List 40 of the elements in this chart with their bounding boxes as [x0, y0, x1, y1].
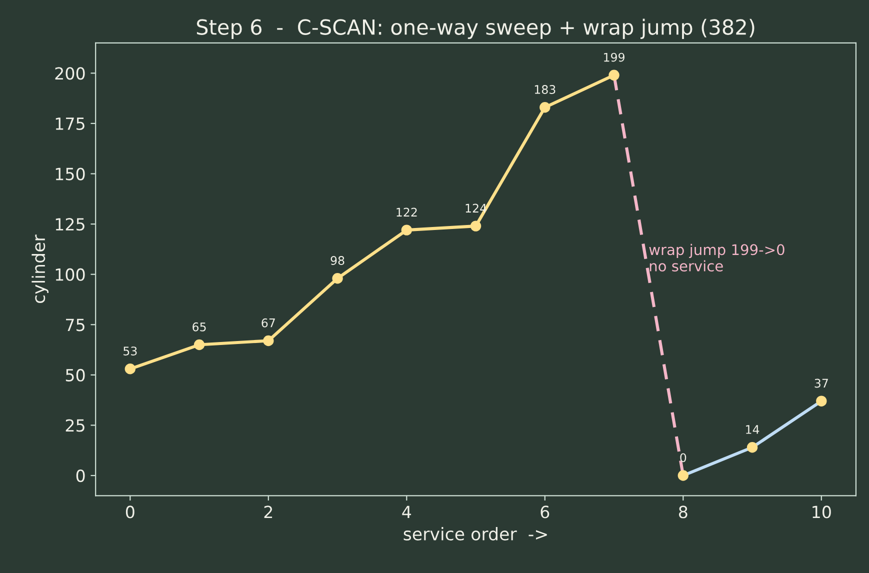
point	[746, 442, 758, 453]
x-tick-label: 10	[812, 506, 831, 518]
y-axis-title: cylinder	[32, 234, 48, 304]
y-tick-label: 0	[76, 469, 85, 482]
x-tick-label: 6	[540, 506, 550, 518]
point	[332, 273, 343, 284]
y-tick-label: 150	[56, 168, 85, 180]
point	[124, 364, 136, 374]
chart-title: Step 6 - C-SCAN: one-way sweep + wrap jump (382)	[196, 18, 754, 39]
annotation: wrap jump 199->0 no service	[649, 244, 784, 272]
point	[263, 335, 274, 346]
x-axis-title: service order ->	[404, 527, 547, 540]
y-tick-label: 75	[66, 318, 84, 332]
y-tick-label: 100	[56, 268, 85, 281]
y-tick-label: 50	[66, 368, 85, 382]
data-label: 53	[124, 346, 137, 356]
data-label: 14	[746, 425, 760, 434]
data-label: 67	[262, 318, 275, 328]
data-label: 199	[604, 52, 624, 62]
point	[678, 470, 689, 481]
y-tick-label: 175	[56, 118, 84, 130]
y-tick-label: 200	[55, 67, 85, 80]
point	[816, 396, 827, 406]
point	[470, 220, 482, 232]
data-label: 98	[330, 256, 344, 265]
point	[194, 339, 205, 350]
y-tick-label: 25	[66, 419, 84, 432]
point	[540, 102, 550, 113]
data-label: 37	[814, 378, 828, 388]
point	[608, 70, 620, 81]
data-label: 65	[192, 322, 206, 332]
data-label: 122	[396, 208, 417, 217]
x-tick-label: 4	[402, 506, 412, 518]
y-tick-label: 125	[56, 218, 84, 231]
point	[401, 224, 412, 236]
x-tick-label: 0	[126, 506, 134, 518]
x-tick-label: 8	[678, 506, 688, 518]
data-label: 0	[680, 453, 686, 462]
data-label: 183	[534, 85, 556, 94]
x-tick-label: 2	[264, 506, 272, 518]
